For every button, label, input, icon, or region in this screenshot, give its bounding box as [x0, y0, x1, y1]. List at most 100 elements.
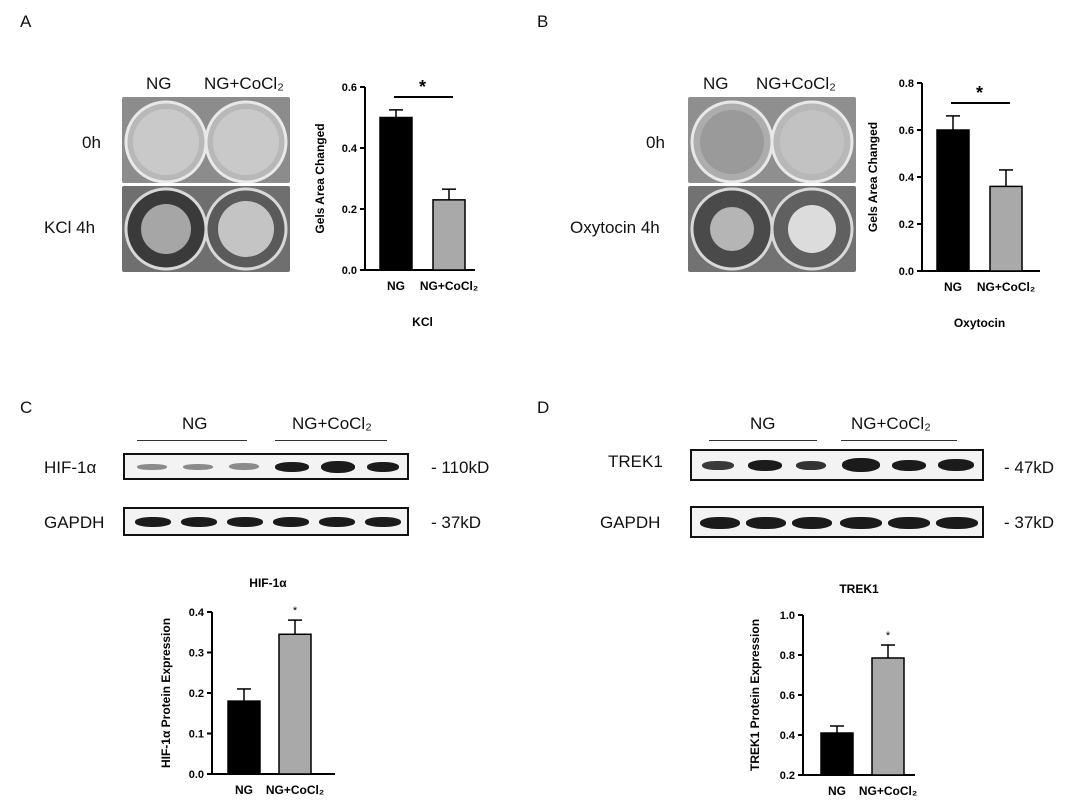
blot-band: [135, 517, 171, 527]
gel-wells-image: [690, 100, 854, 183]
y-axis-label: Gels Area Changed: [313, 123, 327, 233]
y-tick-label: 1.0: [780, 610, 795, 622]
group-label-ng: NG: [146, 74, 172, 93]
y-tick-label: 0.4: [342, 143, 358, 155]
panel-letter-d: D: [537, 398, 550, 417]
blot-band: [842, 458, 880, 472]
group-label-ng-cocl2: NG+CoCl₂: [204, 74, 284, 93]
row-label-oxytocin-4h: Oxytocin 4h: [570, 218, 660, 237]
y-tick-label: 0.3: [189, 648, 204, 660]
x-tick-label: NG+CoCl₂: [420, 279, 478, 293]
y-tick-label: 0.2: [899, 219, 914, 231]
blot-label-gapdh: GAPDH: [44, 513, 105, 532]
chart-title: TREK1: [839, 582, 879, 596]
blot-band: [321, 461, 355, 473]
blot-strip-trek1: [690, 449, 984, 481]
group-underline: [709, 440, 817, 441]
blot-strip-gapdh: [123, 507, 409, 536]
blot-group-label-ng-cocl2: NG+CoCl₂: [851, 414, 931, 433]
y-tick-label: 0.0: [342, 265, 357, 277]
gel-wells-image: [124, 187, 288, 271]
x-tick-label: NG: [828, 784, 846, 798]
significance-star: *: [976, 83, 983, 103]
y-tick-label: 0.4: [780, 730, 796, 742]
bar-ng: [379, 116, 413, 271]
chart-oxytocin-gels-area: Gels Area Changed 0.0 0.2 0.4 0.6 0.8 NG NG+CoC…: [866, 78, 1040, 330]
x-tick-label: NG+CoCl₂: [977, 280, 1035, 294]
gel-photo-kcl-4h: [122, 186, 290, 272]
blot-band: [840, 517, 882, 529]
blot-weight-trek1: - 47kD: [1004, 458, 1055, 477]
y-tick-label: 0.2: [189, 688, 204, 700]
group-underline: [137, 440, 247, 441]
y-tick-label: 0.2: [780, 770, 795, 782]
blot-band: [746, 517, 786, 529]
blot-band: [702, 461, 734, 470]
chart-trek1-expression: TREK1 TREK1 Protein Expression 0.2 0.4 0.6 0.…: [748, 582, 917, 798]
blot-band: [137, 464, 167, 470]
gel-wells-image: [690, 187, 854, 271]
bar-ng: [936, 129, 970, 272]
y-tick-label: 0.0: [189, 769, 204, 781]
row-label-0h: 0h: [646, 133, 665, 152]
bar-ng: [820, 732, 854, 776]
blot-band: [273, 517, 309, 527]
y-axis-label: Gels Area Changed: [866, 122, 880, 232]
blot-band: [748, 460, 782, 471]
y-tick-label: 0.8: [780, 650, 795, 662]
gel-photo-oxytocin-4h: [688, 186, 856, 272]
blot-group-label-ng: NG: [182, 414, 208, 433]
blot-label-trek1: TREK1: [608, 452, 663, 471]
blot-strip-gapdh: [690, 506, 984, 538]
chart-kcl-gels-area: Gels Area Changed 0.0 0.2 0.4 0.6 NG NG+CoCl₂ K…: [313, 77, 478, 329]
blot-band: [365, 517, 401, 527]
group-label-ng: NG: [703, 74, 729, 93]
significance-star: *: [886, 630, 891, 642]
significance-star: *: [293, 605, 298, 617]
blot-band: [888, 517, 930, 529]
blot-band: [183, 464, 213, 470]
blot-band: [275, 462, 309, 472]
y-axis-label: HIF-1α Protein Expression: [159, 618, 173, 768]
gel-wells-image: [124, 100, 288, 183]
group-underline: [841, 440, 957, 441]
blot-group-label-ng-cocl2: NG+CoCl₂: [292, 414, 372, 433]
y-tick-label: 0.1: [189, 729, 204, 741]
y-tick-label: 0.8: [899, 78, 914, 90]
bar-ng-cocl2: [432, 199, 466, 271]
blot-weight-gapdh: - 37kD: [431, 513, 482, 532]
x-tick-label: NG: [944, 280, 962, 294]
blot-label-gapdh: GAPDH: [600, 513, 661, 532]
x-tick-label: NG: [235, 783, 253, 797]
blot-band: [892, 460, 926, 471]
gel-photo-0h: [122, 97, 290, 183]
y-axis-label: TREK1 Protein Expression: [748, 619, 762, 771]
blot-band: [229, 463, 259, 470]
y-tick-label: 0.4: [189, 607, 205, 619]
group-underline: [275, 440, 387, 441]
blot-group-label-ng: NG: [750, 414, 776, 433]
blot-band: [181, 517, 217, 527]
blot-weight-gapdh: - 37kD: [1004, 513, 1055, 532]
panel-letter-b: B: [537, 12, 549, 31]
blot-band: [938, 459, 974, 471]
bar-ng-cocl2: [278, 633, 312, 775]
y-tick-label: 0.0: [899, 266, 914, 278]
blot-label-hif1a: HIF-1α: [44, 458, 97, 477]
row-label-kcl-4h: KCl 4h: [44, 218, 96, 237]
x-tick-label: NG+CoCl₂: [266, 783, 324, 797]
gel-photo-0h: [688, 97, 856, 183]
blot-band: [319, 517, 355, 527]
bar-ng-cocl2: [871, 657, 905, 776]
y-tick-label: 0.4: [899, 172, 915, 184]
group-label-ng-cocl2: NG+CoCl₂: [756, 74, 836, 93]
panel-letter-c: C: [20, 398, 33, 417]
x-axis-label: KCl: [412, 315, 433, 329]
y-tick-label: 0.2: [342, 204, 357, 216]
chart-title: HIF-1α: [249, 576, 287, 590]
y-tick-label: 0.6: [899, 125, 914, 137]
blot-weight-hif1a: - 110kD: [431, 458, 490, 477]
y-tick-label: 0.6: [780, 690, 795, 702]
blot-band: [936, 517, 978, 529]
blot-band: [796, 461, 826, 470]
